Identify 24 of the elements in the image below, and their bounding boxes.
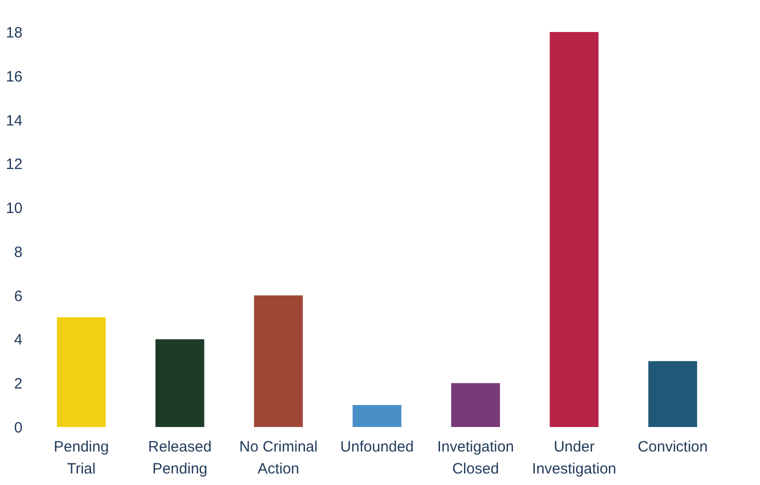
x-tick-label: Under Investigation (532, 438, 616, 478)
x-tick-label: Pending Trial (54, 438, 109, 478)
bar (451, 383, 500, 427)
y-tick-label: 14 (6, 112, 22, 130)
y-tick-label: 18 (6, 24, 22, 42)
y-tick-label: 4 (14, 332, 22, 349)
y-tick-label: 2 (14, 376, 22, 393)
y-tick-label: 10 (6, 200, 22, 218)
bar (648, 361, 698, 427)
y-tick-label: 12 (6, 156, 22, 174)
bar (56, 317, 106, 427)
bar (550, 32, 599, 427)
x-tick-label: Unfounded (340, 438, 414, 456)
y-tick-label: 0 (14, 420, 22, 436)
y-tick-label: 6 (14, 288, 22, 305)
bar (254, 295, 303, 427)
bar (155, 339, 204, 427)
y-tick-label: 8 (14, 244, 22, 261)
y-tick-label: 16 (6, 68, 22, 86)
x-tick-label: No Criminal Action (239, 438, 318, 478)
bar (352, 405, 402, 427)
x-tick-label: Conviction (638, 438, 708, 456)
x-tick-label: Invetigation Closed (437, 438, 514, 478)
x-tick-label: Released Pending (148, 438, 212, 478)
